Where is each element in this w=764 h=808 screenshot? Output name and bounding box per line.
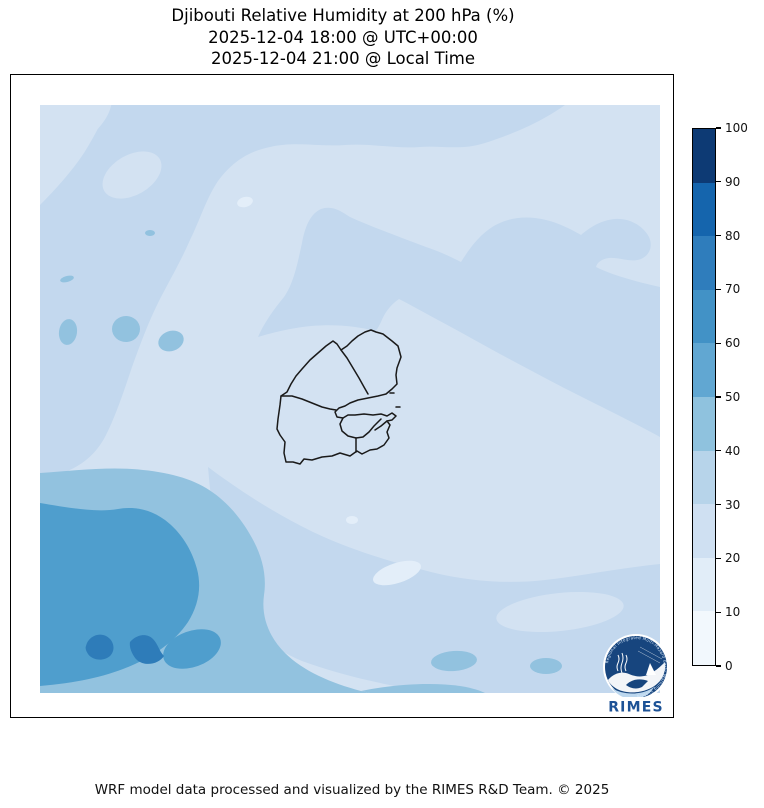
colorbar-tick-90: 90 xyxy=(716,175,740,189)
colorbar-tick-label: 70 xyxy=(725,282,741,297)
colorbar-tick-20: 20 xyxy=(716,551,740,565)
colorbar-tick-label: 30 xyxy=(725,497,741,512)
colorbar-tick-mark xyxy=(716,665,721,667)
colorbar-tick-mark xyxy=(716,342,721,344)
colorbar-tick-label: 0 xyxy=(725,659,733,673)
logo-wave-lower xyxy=(612,687,654,700)
colorbar xyxy=(692,128,716,666)
colorbar-tick-mark xyxy=(716,450,721,452)
colorbar-band-6 xyxy=(693,450,715,505)
colorbar-band-9 xyxy=(693,611,715,665)
chart-subtitle-utc: 2025-12-04 18:00 @ UTC+00:00 xyxy=(208,27,478,47)
colorbar-tick-label: 20 xyxy=(725,551,741,566)
logo-mountain xyxy=(626,679,648,689)
colorbar-band-3 xyxy=(693,289,715,344)
colorbar-band-1 xyxy=(693,182,715,237)
colorbar-band-7 xyxy=(693,504,715,558)
logo-sail xyxy=(646,663,656,675)
colorbar-tick-70: 70 xyxy=(716,282,740,296)
colorbar-tick-label: 80 xyxy=(725,228,741,243)
colorbar-tick-mark xyxy=(716,396,721,398)
logo-signal-icon xyxy=(616,652,628,674)
logo-rain-lines xyxy=(637,646,663,664)
colorbar-tick-30: 30 xyxy=(716,498,740,512)
region-border-djibouti-city xyxy=(374,420,388,431)
colorbar-tick-40: 40 xyxy=(716,444,740,458)
logo-wordmark: RIMES xyxy=(608,700,664,716)
colorbar-tick-10: 10 xyxy=(716,605,740,619)
colorbar-tick-mark xyxy=(716,557,721,560)
colorbar-band-8 xyxy=(693,557,715,612)
rh-contour-fills xyxy=(40,105,660,693)
djibouti-boundaries xyxy=(276,329,402,465)
region-border-obock-tadjourah xyxy=(340,349,369,395)
colorbar-tick-mark xyxy=(716,503,721,506)
colorbar-tick-mark xyxy=(716,181,721,183)
djibouti-outer-border xyxy=(276,329,402,465)
colorbar-tick-60: 60 xyxy=(716,336,740,350)
colorbar-tick-label: 10 xyxy=(725,605,741,620)
rimes-logo: Regional Integrated Multi-Hazard Early W… xyxy=(601,634,671,716)
island-marks xyxy=(389,392,401,408)
colorbar-tick-80: 80 xyxy=(716,229,740,243)
colorbar-band-0 xyxy=(693,129,715,183)
colorbar-ticks: 0 10 20 30 40 50 60 70 80 90 100 xyxy=(716,121,762,673)
colorbar-tick-mark xyxy=(716,611,721,613)
colorbar-tick-label: 40 xyxy=(725,443,741,458)
colorbar-tick-label: 100 xyxy=(725,121,748,135)
colorbar-tick-100: 100 xyxy=(716,121,748,135)
chart-title-block: Djibouti Relative Humidity at 200 hPa (%… xyxy=(0,5,686,70)
footer-credit: WRF model data processed and visualized … xyxy=(94,782,610,798)
colorbar-tick-mark xyxy=(716,288,721,291)
colorbar-tick-mark xyxy=(716,127,721,129)
colorbar-tick-label: 90 xyxy=(725,174,741,189)
colorbar-band-5 xyxy=(693,396,715,451)
colorbar-tick-mark xyxy=(716,234,721,237)
colorbar-tick-label: 50 xyxy=(725,390,741,404)
colorbar-tick-label: 60 xyxy=(725,336,741,351)
colorbar-band-2 xyxy=(693,236,715,290)
map-canvas xyxy=(40,105,660,693)
colorbar-tick-0: 0 xyxy=(716,659,733,673)
colorbar-tick-50: 50 xyxy=(716,390,740,404)
chart-subtitle-local: 2025-12-04 21:00 @ Local Time xyxy=(210,49,476,68)
logo-wave-upper xyxy=(608,662,666,693)
chart-title: Djibouti Relative Humidity at 200 hPa (%… xyxy=(171,6,515,25)
logo-text-chip xyxy=(601,697,671,716)
region-border-tadjourah-dikhil xyxy=(280,395,337,411)
colorbar-band-4 xyxy=(693,343,715,397)
